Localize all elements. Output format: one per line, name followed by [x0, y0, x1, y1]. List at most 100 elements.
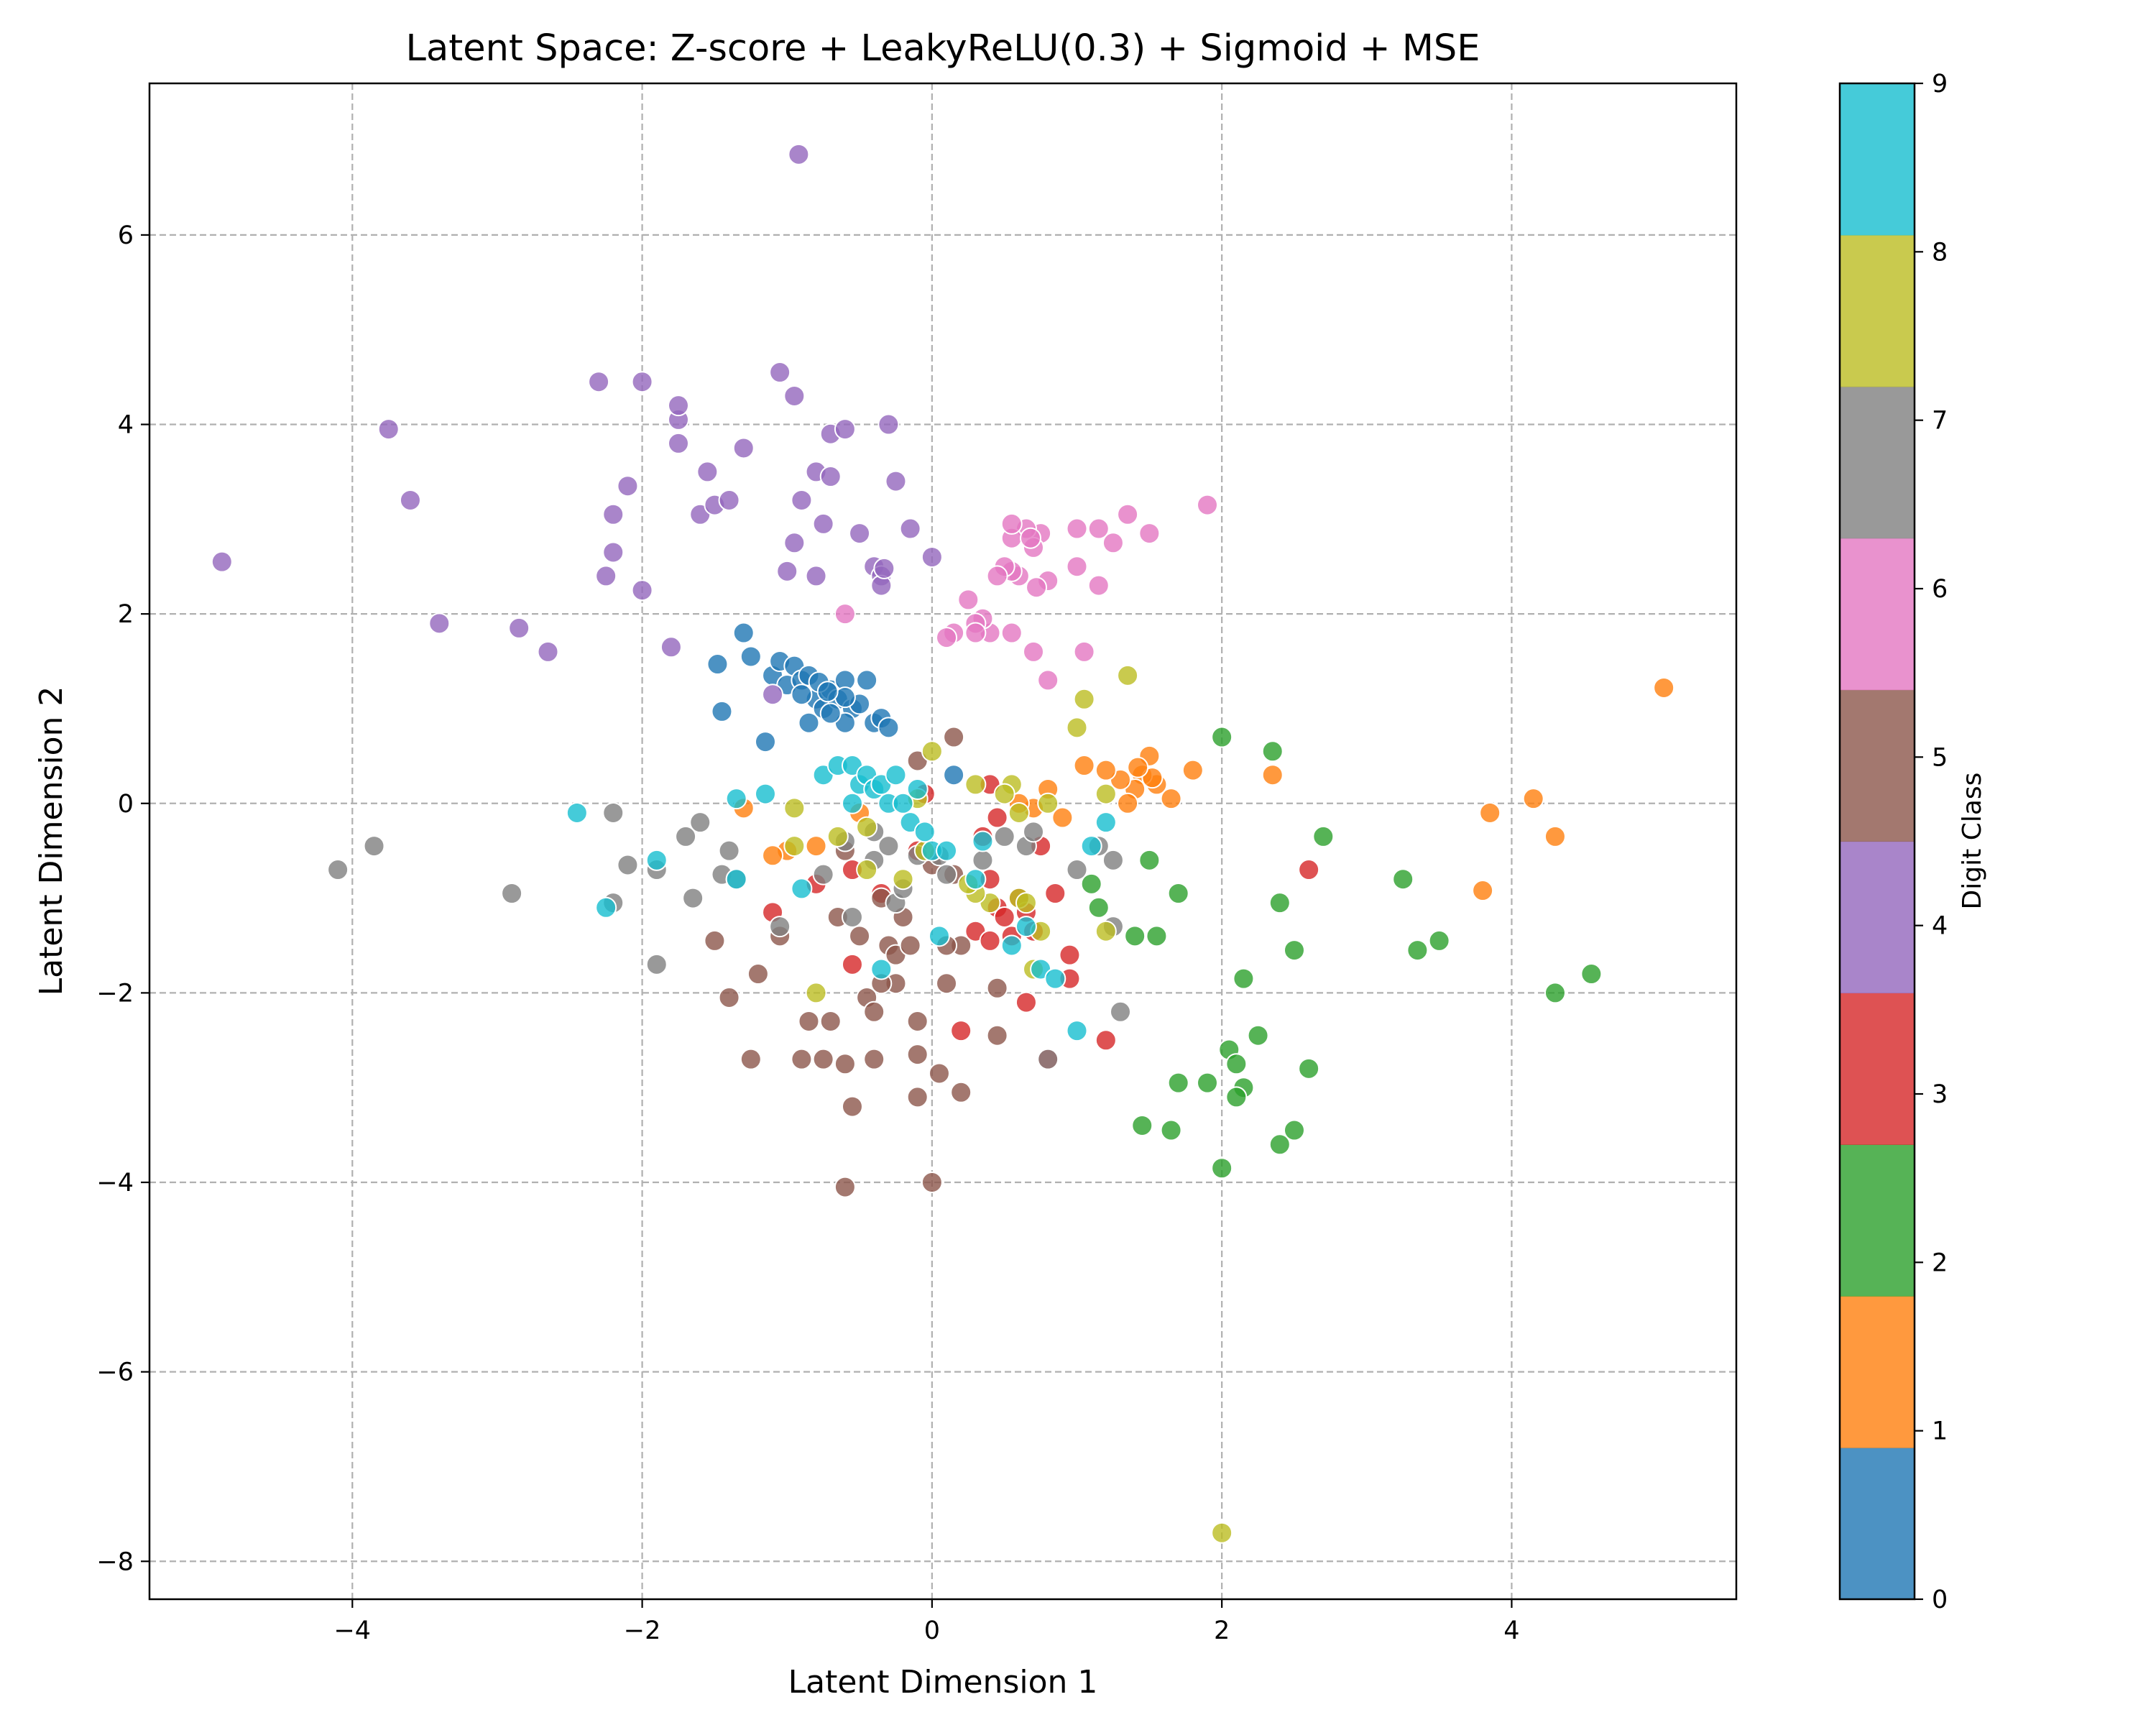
point-class-9-15: [885, 764, 907, 786]
point-class-7-10: [689, 811, 711, 834]
y-axis-ticks: −8 −6 −4 −2 0 2 4 6: [96, 221, 149, 1576]
point-class-6-24: [936, 627, 958, 649]
point-class-6-27: [1037, 669, 1059, 691]
point-class-2-0: [1211, 726, 1233, 748]
point-class-5-28: [812, 1048, 834, 1070]
point-class-1-7: [1160, 788, 1182, 810]
point-class-4-17: [668, 395, 689, 417]
y-tick-label-1: −6: [96, 1358, 134, 1387]
point-class-0-18: [877, 717, 900, 739]
point-class-4-34: [849, 523, 871, 545]
y-tick-label-2: −4: [96, 1169, 134, 1197]
point-class-9-5: [754, 783, 776, 805]
point-class-9-31: [870, 958, 893, 980]
point-class-7-1: [363, 835, 385, 857]
point-class-9-27: [1044, 967, 1067, 990]
point-class-5-24: [834, 1053, 856, 1075]
point-class-3-6: [993, 906, 1015, 928]
point-class-4-24: [769, 362, 791, 384]
y-tick-label-0: −8: [96, 1547, 134, 1576]
point-class-6-7: [1066, 556, 1088, 578]
point-class-8-7: [1037, 792, 1059, 814]
point-class-4-15: [668, 432, 689, 454]
point-class-7-0: [327, 859, 349, 881]
colorbar-frame: [1838, 82, 1916, 1601]
point-class-7-7: [645, 953, 668, 975]
point-class-0-26: [791, 684, 813, 706]
point-class-2-26: [1146, 925, 1168, 947]
point-class-4-38: [877, 413, 900, 436]
point-class-6-6: [1066, 518, 1088, 540]
point-class-5-30: [791, 1048, 813, 1070]
point-class-5-32: [747, 963, 769, 985]
point-class-7-34: [1037, 1048, 1059, 1070]
point-class-4-6: [537, 640, 559, 663]
point-class-5-17: [936, 972, 958, 995]
point-class-8-18: [892, 868, 914, 891]
point-class-6-3: [1102, 532, 1124, 554]
point-class-6-21: [964, 622, 987, 644]
y-tick-label-6: 4: [118, 411, 134, 440]
point-class-4-10: [602, 503, 625, 525]
colorbar-tick-label-5: 5: [1932, 743, 1948, 772]
point-class-1-23: [762, 845, 784, 867]
point-class-5-21: [950, 1081, 972, 1103]
point-class-7-9: [682, 887, 704, 909]
point-class-3-14: [1015, 991, 1037, 1013]
x-tick-label-1: −2: [624, 1616, 661, 1645]
point-class-9-3: [725, 868, 747, 891]
point-class-4-4: [428, 612, 451, 635]
point-class-6-17: [986, 565, 1008, 587]
point-class-0-1: [740, 645, 762, 668]
point-class-6-22: [957, 589, 980, 611]
point-class-8-2: [1073, 688, 1095, 710]
point-class-4-26: [783, 532, 806, 554]
point-class-4-28: [805, 565, 827, 587]
colorbar-tick-label-7: 7: [1932, 407, 1948, 436]
point-class-4-22: [732, 437, 755, 459]
colorbar-segment-7: [1840, 386, 1915, 539]
point-class-2-29: [1087, 896, 1110, 919]
point-class-7-28: [1023, 821, 1045, 843]
colorbar-segment-0: [1840, 1448, 1915, 1600]
point-class-9-2: [645, 849, 668, 871]
y-tick-label-7: 6: [118, 221, 134, 250]
colorbar: [1838, 82, 1916, 1601]
point-class-2-3: [1392, 868, 1414, 891]
point-class-4-30: [812, 512, 834, 535]
point-class-0-0: [732, 622, 755, 644]
point-class-2-19: [1131, 1114, 1153, 1136]
point-class-1-0: [1653, 676, 1675, 699]
point-class-5-31: [740, 1048, 762, 1070]
point-class-5-34: [704, 929, 726, 952]
point-class-7-29: [1066, 859, 1088, 881]
point-class-8-24: [805, 982, 827, 1004]
point-class-5-4: [863, 1000, 885, 1023]
point-class-4-23: [762, 684, 784, 706]
point-class-7-33: [1110, 1000, 1132, 1023]
colorbar-segment-5: [1840, 689, 1915, 842]
point-class-2-1: [1261, 740, 1284, 763]
x-axis-ticks: −4 −2 0 2 4: [333, 1599, 1520, 1645]
x-tick-label-4: 4: [1503, 1616, 1519, 1645]
point-class-6-31: [1019, 527, 1041, 549]
point-class-2-24: [1167, 882, 1189, 904]
series-class-2: [1080, 726, 1603, 1179]
point-class-1-5: [1261, 764, 1284, 786]
point-class-9-29: [1095, 811, 1117, 834]
point-class-2-8: [1268, 892, 1291, 914]
point-class-4-2: [377, 418, 400, 441]
colorbar-tick-label-8: 8: [1932, 238, 1948, 267]
point-class-8-21: [826, 825, 849, 847]
point-class-0-15: [856, 669, 878, 691]
point-class-5-19: [943, 726, 965, 748]
point-class-8-3: [1066, 717, 1088, 739]
colorbar-tick-label-1: 1: [1932, 1417, 1948, 1446]
point-class-9-16: [892, 792, 914, 814]
point-class-0-22: [754, 731, 776, 753]
colorbar-label: Digit Class: [1958, 773, 1987, 910]
point-class-7-31: [1102, 849, 1124, 871]
x-axis-label: Latent Dimension 1: [788, 1664, 1098, 1701]
point-class-3-16: [1095, 1029, 1117, 1052]
point-class-4-25: [783, 385, 806, 407]
